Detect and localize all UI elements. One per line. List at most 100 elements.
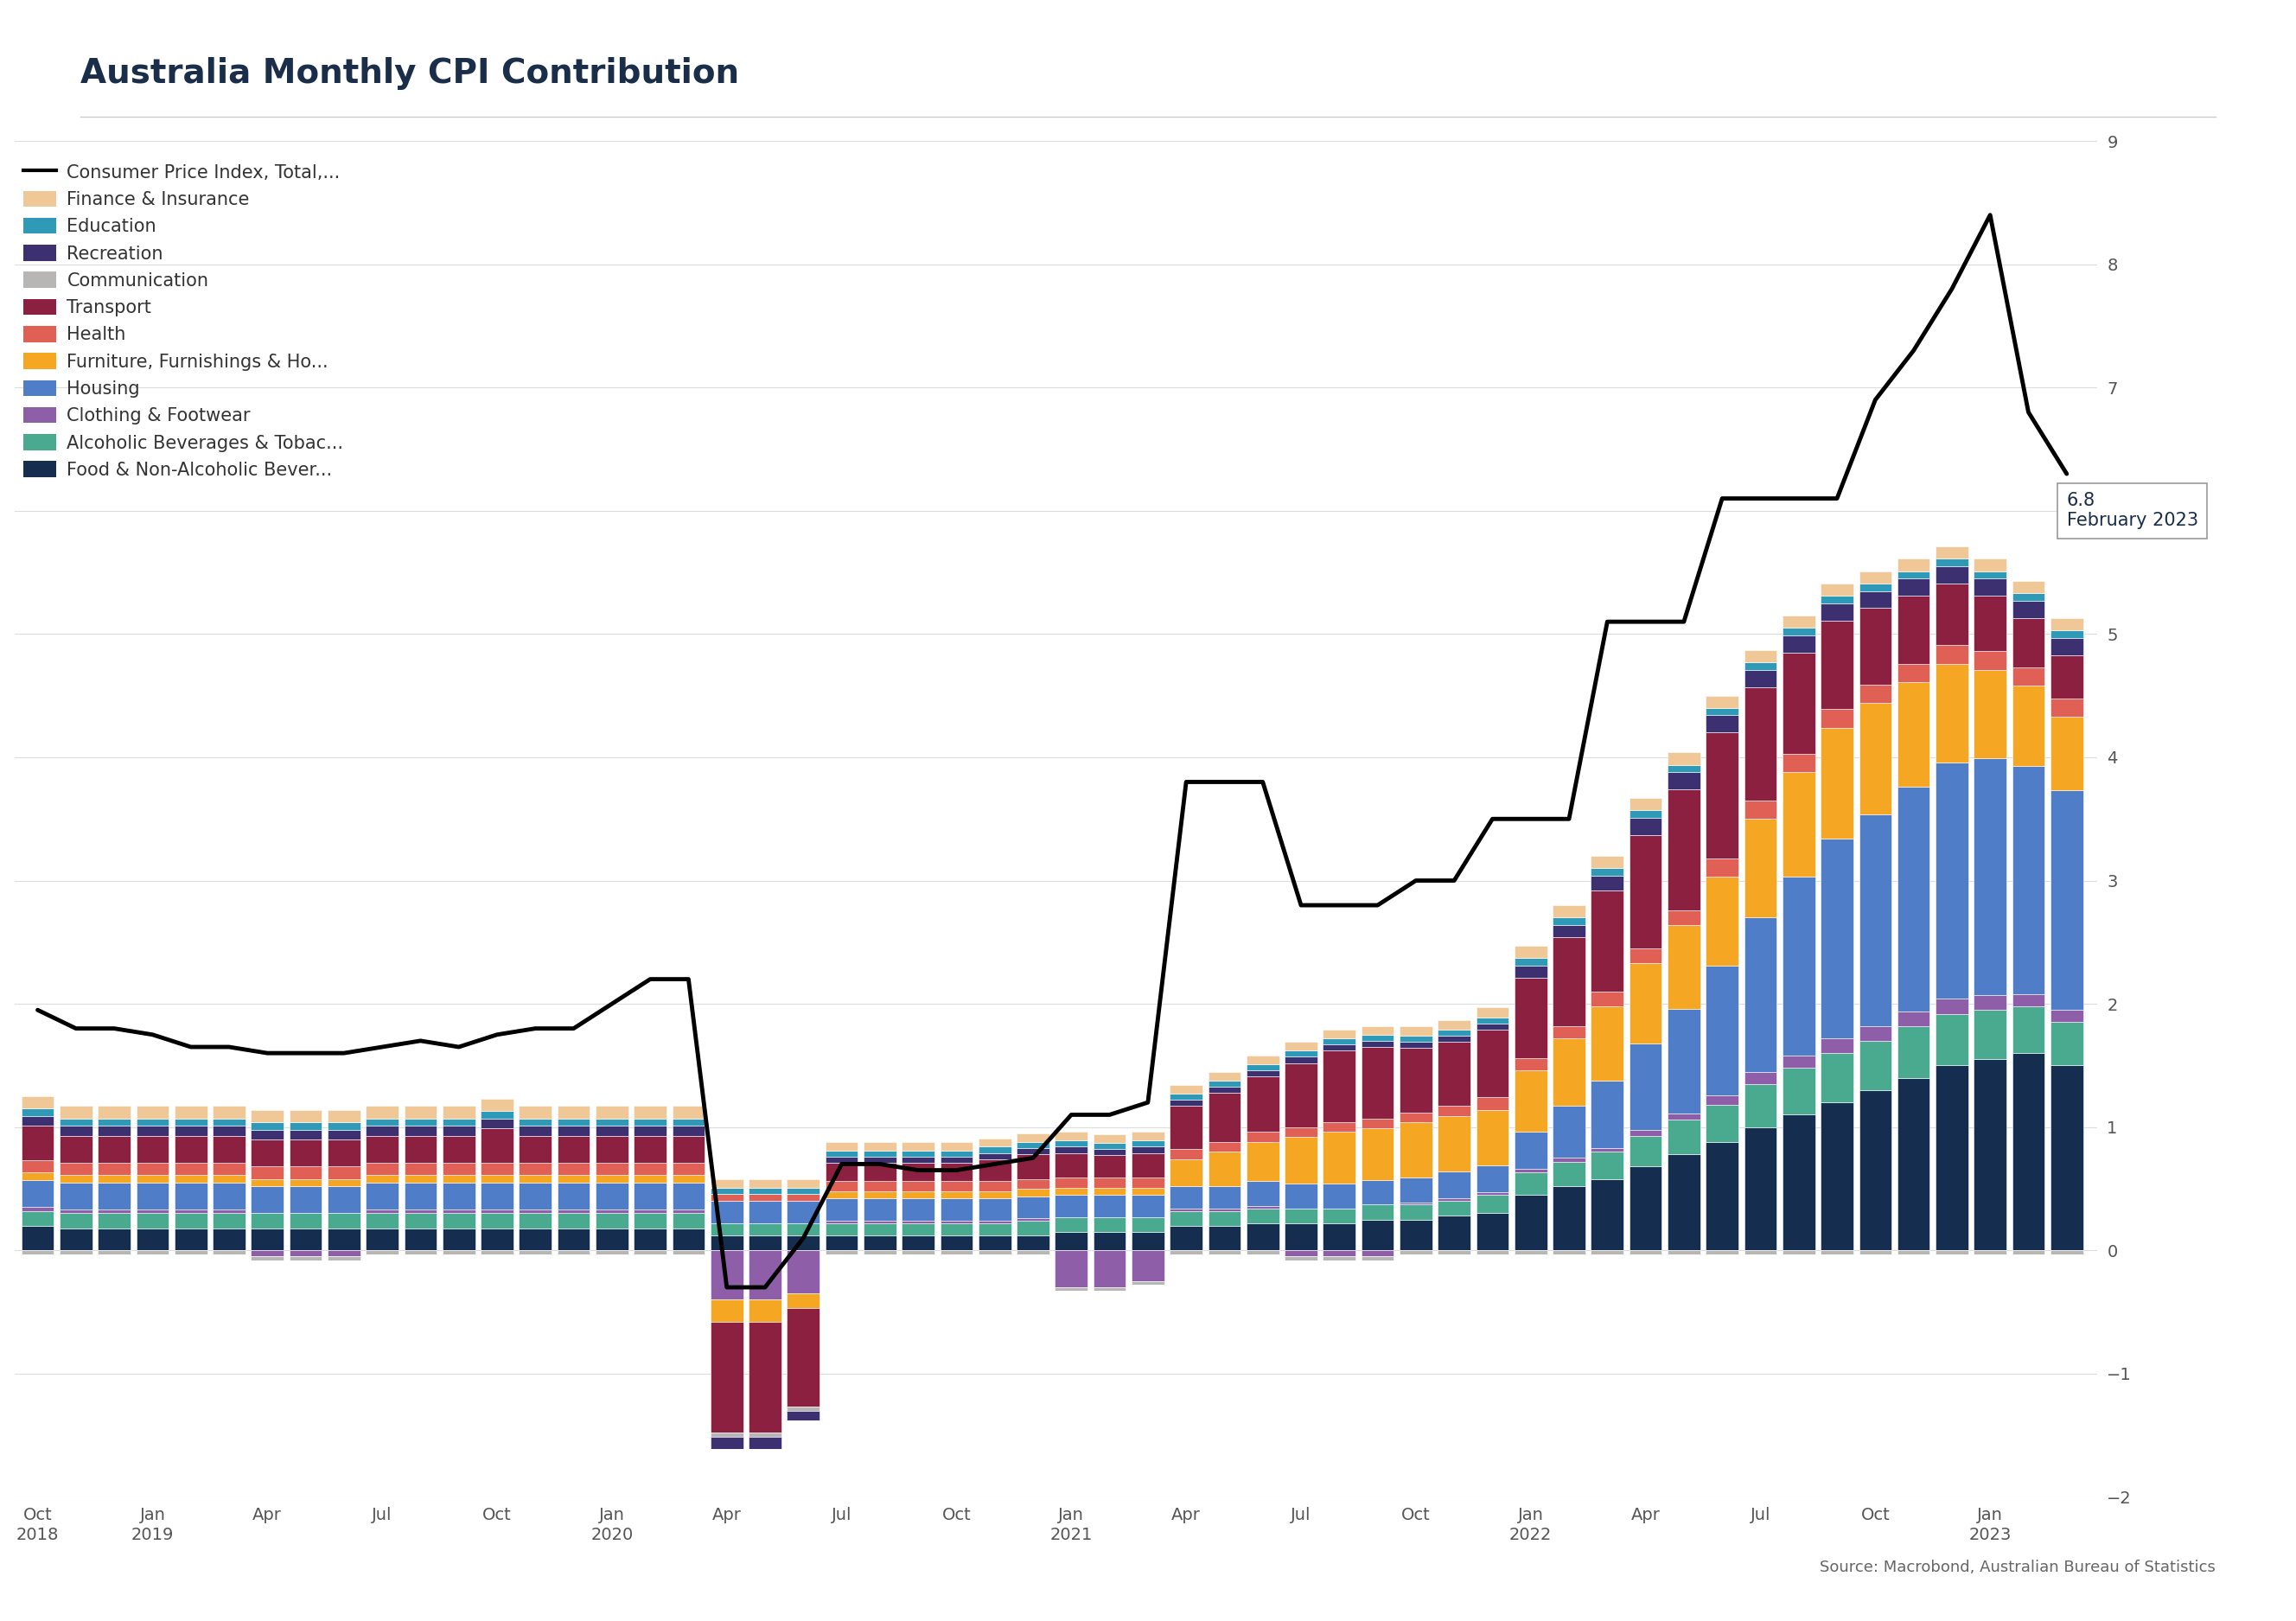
Bar <box>748 1436 781 1449</box>
Bar <box>60 1209 92 1214</box>
Bar <box>1821 603 1853 621</box>
Bar <box>1208 1153 1240 1187</box>
Bar <box>1017 1196 1049 1219</box>
Bar <box>2011 1007 2046 1054</box>
Bar <box>1745 1250 1777 1255</box>
Bar <box>1171 1094 1203 1101</box>
Bar <box>1322 1044 1355 1050</box>
Bar <box>2050 716 2082 791</box>
Bar <box>1322 1050 1355 1122</box>
Bar <box>1515 958 1548 966</box>
Bar <box>135 1162 170 1175</box>
Bar <box>1591 1080 1623 1148</box>
Bar <box>21 1109 53 1115</box>
Bar <box>1745 1127 1777 1250</box>
Bar <box>673 1162 705 1175</box>
Bar <box>1093 1149 1125 1156</box>
Bar <box>1132 1141 1164 1146</box>
Bar <box>1630 1167 1662 1250</box>
Bar <box>1286 1183 1318 1208</box>
Bar <box>1017 1219 1049 1221</box>
Bar <box>902 1157 934 1162</box>
Bar <box>99 1175 131 1183</box>
Bar <box>1017 1141 1049 1148</box>
Bar <box>1821 1054 1853 1102</box>
Bar <box>673 1183 705 1209</box>
Legend: Consumer Price Index, Total,..., Finance & Insurance, Education, Recreation, Com: Consumer Price Index, Total,..., Finance… <box>23 164 344 478</box>
Bar <box>748 1321 781 1433</box>
Bar <box>1860 571 1892 584</box>
Bar <box>1936 1250 1968 1255</box>
Bar <box>174 1229 207 1250</box>
Bar <box>863 1235 895 1250</box>
Bar <box>1171 1250 1203 1255</box>
Bar <box>1132 1217 1164 1232</box>
Bar <box>135 1118 170 1127</box>
Bar <box>863 1151 895 1157</box>
Bar <box>480 1229 514 1250</box>
Bar <box>788 1250 820 1294</box>
Bar <box>1171 1159 1203 1187</box>
Bar <box>1056 1131 1088 1141</box>
Bar <box>1322 1131 1355 1183</box>
Bar <box>1706 1250 1738 1255</box>
Bar <box>788 1178 820 1188</box>
Bar <box>480 1175 514 1183</box>
Bar <box>1247 1065 1279 1070</box>
Bar <box>1591 856 1623 869</box>
Bar <box>939 1250 974 1255</box>
Text: Australia Monthly CPI Contribution: Australia Monthly CPI Contribution <box>80 57 739 89</box>
Bar <box>978 1235 1010 1250</box>
Bar <box>289 1250 321 1256</box>
Bar <box>1667 1114 1699 1120</box>
Bar <box>1630 1044 1662 1130</box>
Bar <box>1132 1195 1164 1217</box>
Bar <box>60 1162 92 1175</box>
Bar <box>1017 1188 1049 1196</box>
Bar <box>1476 1029 1508 1097</box>
Bar <box>1821 1102 1853 1250</box>
Bar <box>2011 686 2046 767</box>
Text: 6.8
February 2023: 6.8 February 2023 <box>2066 493 2197 530</box>
Bar <box>1056 1217 1088 1232</box>
Bar <box>1093 1195 1125 1217</box>
Bar <box>1476 1165 1508 1193</box>
Bar <box>902 1141 934 1151</box>
Bar <box>174 1209 207 1214</box>
Bar <box>1552 1162 1584 1187</box>
Bar <box>1552 1187 1584 1250</box>
Bar <box>1706 708 1738 715</box>
Bar <box>1860 1026 1892 1041</box>
Bar <box>1782 877 1816 1055</box>
Bar <box>174 1250 207 1255</box>
Bar <box>365 1106 400 1118</box>
Bar <box>1630 1130 1662 1136</box>
Bar <box>1247 1131 1279 1141</box>
Bar <box>1056 1153 1088 1177</box>
Bar <box>250 1140 285 1167</box>
Bar <box>1247 1076 1279 1131</box>
Bar <box>1706 1141 1738 1250</box>
Bar <box>1936 559 1968 566</box>
Bar <box>480 1214 514 1229</box>
Bar <box>1552 905 1584 917</box>
Bar <box>634 1229 666 1250</box>
Bar <box>1056 1232 1088 1250</box>
Bar <box>748 1178 781 1188</box>
Bar <box>1401 1042 1433 1049</box>
Bar <box>902 1250 934 1255</box>
Bar <box>250 1167 285 1178</box>
Bar <box>1936 762 1968 999</box>
Bar <box>328 1256 360 1260</box>
Bar <box>1208 1093 1240 1141</box>
Bar <box>558 1118 590 1127</box>
Bar <box>1552 937 1584 1026</box>
Bar <box>1476 1018 1508 1023</box>
Bar <box>1437 1106 1469 1115</box>
Bar <box>902 1191 934 1198</box>
Bar <box>1056 1195 1088 1217</box>
Bar <box>1476 1008 1508 1018</box>
Bar <box>978 1224 1010 1235</box>
Bar <box>1171 1225 1203 1250</box>
Bar <box>328 1167 360 1178</box>
